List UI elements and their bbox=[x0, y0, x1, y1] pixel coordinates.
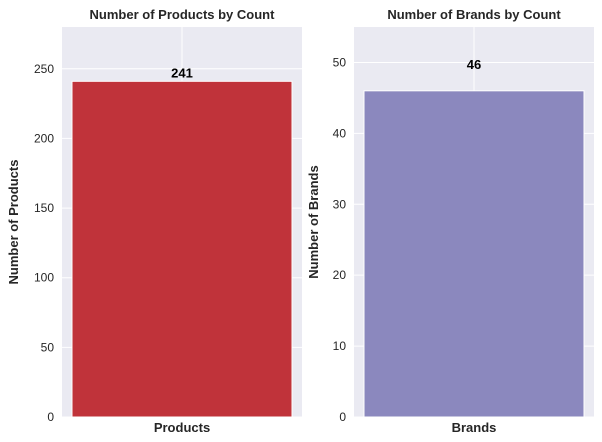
brands-y-tick-labels: 0 10 20 30 40 50 bbox=[333, 55, 347, 424]
products-chart-title: Number of Products by Count bbox=[90, 7, 276, 22]
products-bars bbox=[71, 80, 293, 418]
products-y-tick-label: 200 bbox=[34, 131, 54, 145]
brands-y-tick-label: 0 bbox=[339, 410, 346, 424]
brands-chart: 0 10 20 30 40 50 Brands Number of Brands by C… bbox=[306, 7, 594, 435]
brands-data-label: 46 bbox=[467, 57, 481, 72]
products-y-tick-label: 50 bbox=[41, 340, 55, 354]
brands-y-tick-label: 20 bbox=[333, 268, 347, 282]
products-y-tick-label: 0 bbox=[47, 410, 54, 424]
brands-bar bbox=[363, 90, 585, 418]
brands-y-tick-label: 30 bbox=[333, 197, 347, 211]
brands-y-tick-label: 40 bbox=[333, 126, 347, 140]
products-y-tick-label: 250 bbox=[34, 62, 54, 76]
brands-y-tick-label: 10 bbox=[333, 339, 347, 353]
brands-x-tick-label: Brands bbox=[452, 420, 497, 435]
products-y-axis-label: Number of Products bbox=[6, 160, 21, 285]
products-x-tick-label: Products bbox=[154, 420, 210, 435]
brands-chart-title: Number of Brands by Count bbox=[387, 7, 561, 22]
products-y-tick-label: 150 bbox=[34, 201, 54, 215]
brands-bars bbox=[363, 90, 585, 418]
products-y-tick-labels: 0 50 100 150 200 250 bbox=[34, 62, 54, 424]
brands-y-tick-label: 50 bbox=[333, 55, 347, 69]
products-data-label: 241 bbox=[171, 65, 193, 80]
products-bar bbox=[71, 80, 293, 418]
products-chart: 0 50 100 150 200 250 Products Number of Produ… bbox=[6, 7, 302, 435]
brands-y-axis-label: Number of Brands bbox=[306, 165, 321, 278]
products-y-tick-label: 100 bbox=[34, 271, 54, 285]
